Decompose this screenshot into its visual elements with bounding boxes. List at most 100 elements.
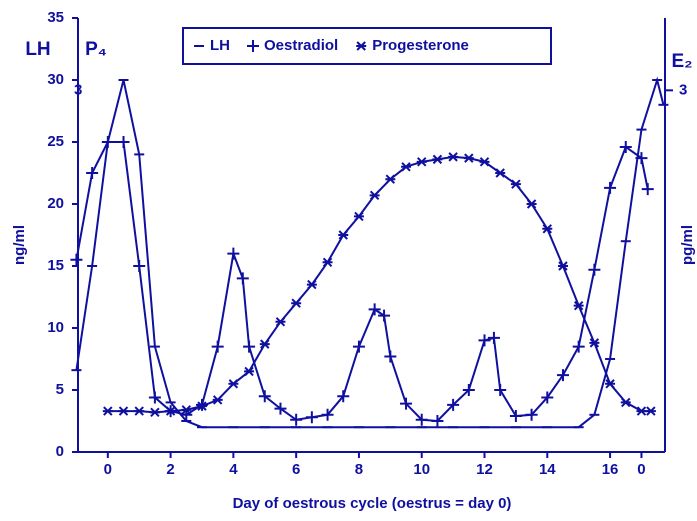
legend-label: Oestradiol (264, 37, 338, 54)
y-tick-label: 20 (47, 195, 64, 212)
data-point (447, 398, 460, 411)
data-point (620, 397, 631, 408)
data-point (641, 183, 654, 196)
data-point (495, 168, 506, 178)
data-point (321, 408, 334, 421)
y-tick-label: 30 (47, 71, 64, 88)
data-point (148, 391, 161, 404)
legend-marker (356, 41, 367, 51)
data-point (588, 263, 601, 276)
data-point (243, 340, 256, 353)
data-point (400, 397, 413, 410)
data-point (604, 181, 617, 194)
data-point (86, 167, 99, 179)
data-point (118, 406, 129, 416)
data-point (244, 366, 255, 377)
data-point (322, 257, 333, 267)
data-point (510, 179, 521, 189)
data-point (369, 190, 380, 201)
data-point (645, 406, 656, 416)
y-tick-label: 15 (47, 257, 64, 274)
data-point (526, 199, 537, 209)
legend-label: LH (210, 37, 230, 54)
data-point (102, 406, 113, 416)
x-tick-label: 16 (602, 461, 619, 478)
y-tick-label: 0 (56, 443, 64, 460)
data-point (573, 300, 584, 311)
data-point (431, 415, 444, 427)
data-point (557, 261, 568, 271)
data-point (305, 411, 318, 424)
y-tick-label: 10 (47, 319, 64, 336)
data-point (211, 340, 224, 353)
x-tick-label: 10 (413, 461, 430, 478)
data-point (384, 350, 397, 363)
data-point (635, 152, 648, 165)
data-point (415, 413, 428, 426)
y2-axis-label: pg/ml (679, 225, 696, 265)
data-point (290, 413, 303, 426)
data-point (352, 340, 365, 353)
data-point (448, 152, 459, 162)
data-point (487, 331, 500, 344)
data-point (274, 402, 287, 415)
data-point (149, 407, 160, 418)
data-point (134, 406, 145, 416)
data-point (541, 391, 554, 404)
data-point (101, 136, 114, 148)
y2-tick-label: 3 (679, 81, 687, 98)
data-point (353, 211, 364, 222)
data-point (479, 157, 490, 167)
data-point (337, 390, 350, 403)
series-line (75, 76, 665, 429)
data-point (636, 406, 647, 416)
legend-marker (247, 40, 259, 52)
data-point (385, 174, 396, 184)
data-point (463, 153, 474, 163)
data-point (416, 157, 427, 167)
data-point (196, 401, 207, 411)
data-point (165, 406, 176, 416)
data-point (259, 339, 270, 349)
data-point (117, 136, 130, 148)
y-tick-label: 35 (47, 9, 64, 26)
data-point (227, 247, 240, 260)
x-tick-label: 0 (637, 461, 645, 478)
data-point (432, 154, 443, 165)
y-tick-label: 25 (47, 133, 64, 150)
y2label-top: E₂ (671, 51, 692, 72)
data-point (236, 272, 249, 285)
x-tick-label: 2 (166, 461, 174, 478)
data-point (401, 162, 412, 172)
x-tick-label: 14 (539, 461, 556, 478)
data-point (70, 253, 83, 266)
data-point (509, 410, 522, 423)
x-tick-label: 6 (292, 461, 300, 478)
x-tick-label: 12 (476, 461, 493, 478)
legend-box (182, 27, 552, 65)
data-point (133, 260, 146, 272)
data-point (291, 298, 302, 308)
x-tick-label: 0 (104, 461, 112, 478)
data-point (368, 303, 381, 316)
data-point (258, 390, 271, 403)
data-point (275, 317, 286, 327)
y-tick-label: 5 (56, 381, 64, 398)
data-point (494, 384, 507, 396)
data-point (605, 379, 616, 389)
x-axis-label: Day of oestrous cycle (oestrus = day 0) (233, 495, 512, 512)
p4-tick-label: 3 (74, 81, 82, 98)
data-point (478, 334, 491, 347)
data-point (378, 309, 391, 322)
data-point (338, 230, 349, 240)
x-tick-label: 8 (355, 461, 363, 478)
p4-label: P₄ (85, 39, 107, 60)
data-point (462, 384, 475, 396)
data-point (228, 379, 239, 389)
data-point (619, 140, 632, 153)
data-point (542, 224, 553, 234)
data-point (181, 405, 192, 415)
data-point (525, 408, 538, 421)
x-tick-label: 4 (229, 461, 238, 478)
